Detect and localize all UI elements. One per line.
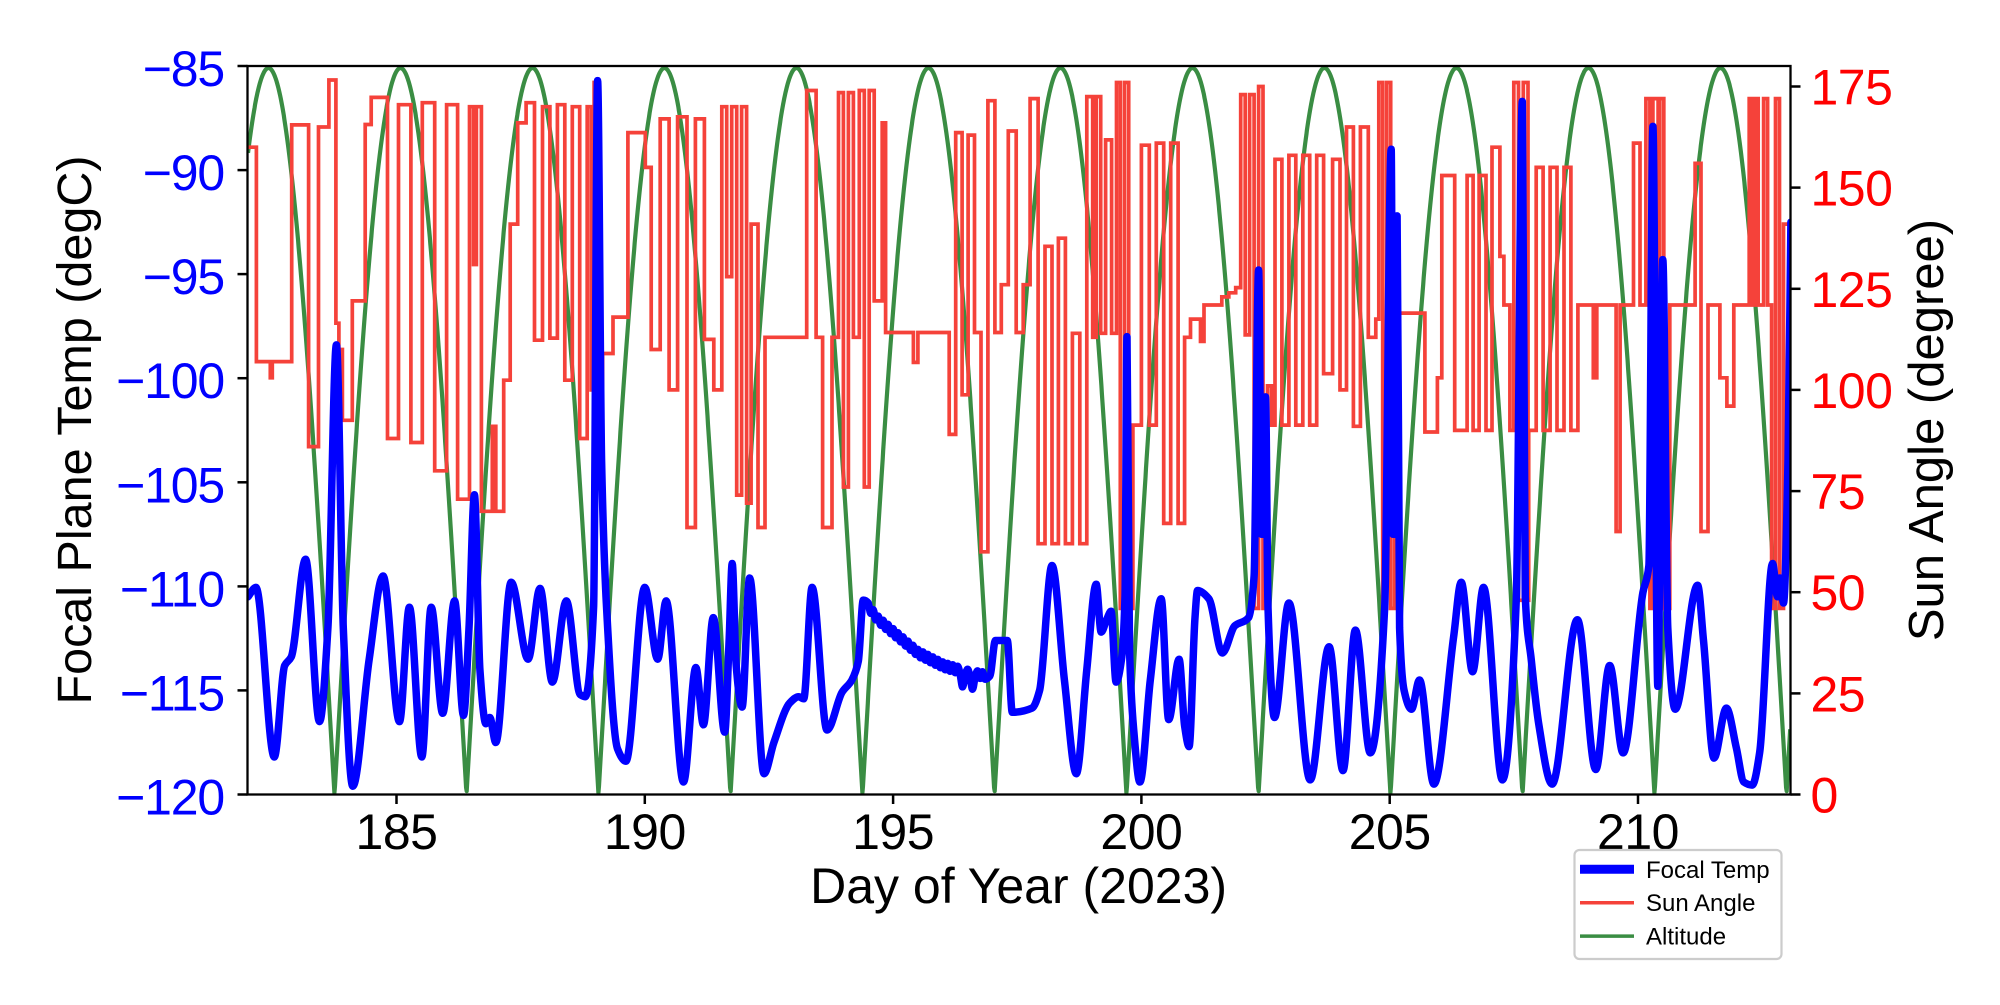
svg-text:100: 100 bbox=[1811, 363, 1893, 419]
svg-text:−100: −100 bbox=[116, 353, 224, 409]
svg-text:−95: −95 bbox=[143, 249, 224, 305]
svg-text:Focal Plane Temp (degC): Focal Plane Temp (degC) bbox=[48, 155, 102, 704]
svg-text:−85: −85 bbox=[143, 41, 224, 97]
svg-text:Sun Angle: Sun Angle bbox=[1646, 890, 1755, 917]
svg-text:Focal Temp: Focal Temp bbox=[1646, 857, 1770, 884]
svg-text:190: 190 bbox=[604, 804, 686, 860]
svg-text:50: 50 bbox=[1811, 565, 1866, 621]
svg-text:−105: −105 bbox=[116, 457, 224, 513]
svg-text:25: 25 bbox=[1811, 666, 1866, 722]
svg-text:−90: −90 bbox=[143, 145, 224, 201]
svg-text:125: 125 bbox=[1811, 262, 1893, 318]
svg-text:−120: −120 bbox=[116, 770, 224, 826]
svg-text:0: 0 bbox=[1811, 768, 1838, 824]
svg-text:195: 195 bbox=[852, 804, 934, 860]
svg-text:Altitude: Altitude bbox=[1646, 924, 1726, 951]
svg-text:205: 205 bbox=[1349, 804, 1431, 860]
svg-text:−110: −110 bbox=[120, 561, 224, 617]
svg-text:175: 175 bbox=[1811, 60, 1893, 116]
svg-text:−115: −115 bbox=[120, 665, 224, 721]
svg-text:150: 150 bbox=[1811, 161, 1893, 217]
svg-text:Day of Year (2023): Day of Year (2023) bbox=[810, 858, 1227, 914]
svg-text:200: 200 bbox=[1100, 804, 1182, 860]
svg-text:Sun Angle (degree): Sun Angle (degree) bbox=[1900, 219, 1954, 641]
svg-text:185: 185 bbox=[356, 804, 438, 860]
svg-text:75: 75 bbox=[1811, 464, 1866, 520]
